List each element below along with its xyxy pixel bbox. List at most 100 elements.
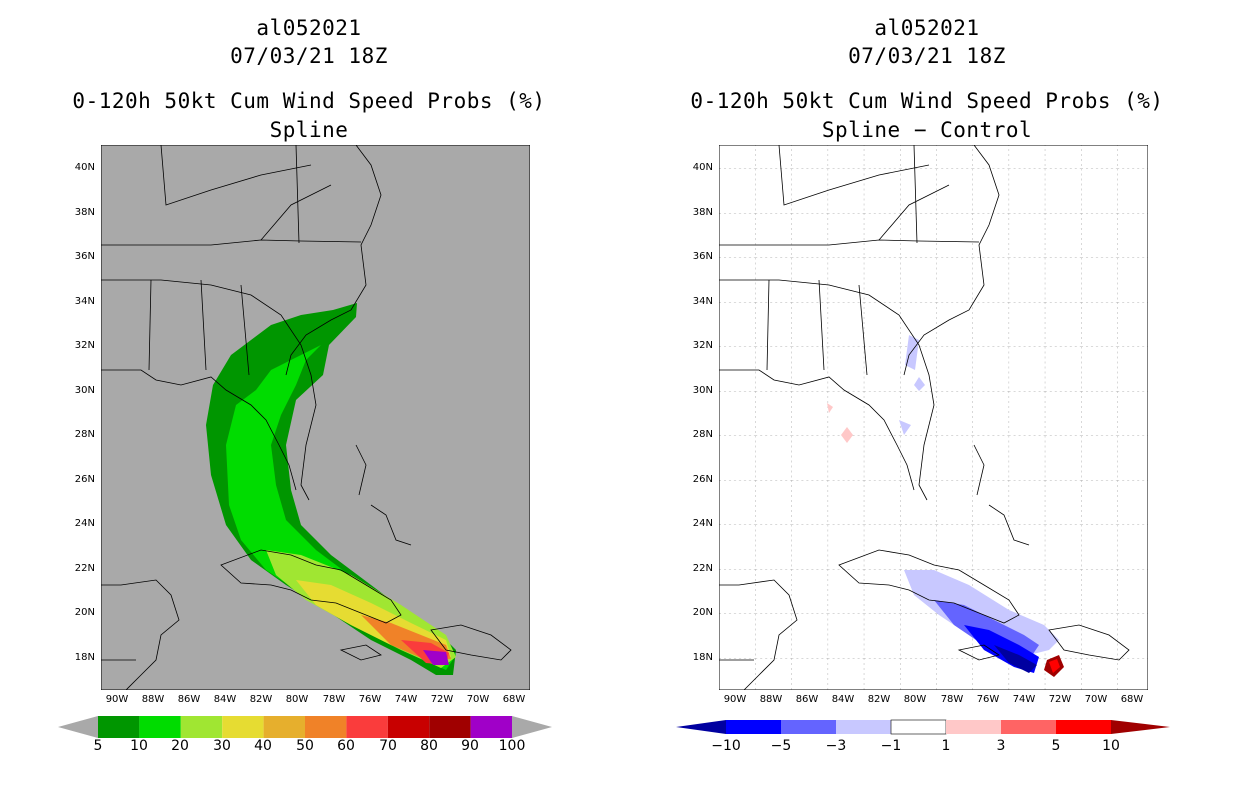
lon-label: 78W: [940, 694, 964, 705]
lon-label: 70W: [466, 694, 490, 705]
lat-label: 32N: [692, 340, 713, 351]
colorbar-swatch: [781, 720, 836, 734]
lat-label: 28N: [692, 429, 713, 440]
colorbar-label: 60: [337, 738, 355, 754]
colorbar-swatch: [139, 716, 181, 738]
panel-subtitle: Spline: [269, 118, 349, 142]
diff-pos1-small: [827, 403, 853, 443]
coastlines: [101, 145, 512, 690]
colorbar-label: 90: [461, 738, 479, 754]
colorbar-swatch: [305, 716, 347, 738]
colorbar-label: 40: [254, 738, 272, 754]
lon-label: 90W: [723, 694, 747, 705]
diff-neg1-small: [899, 335, 925, 435]
lat-label: 26N: [692, 474, 713, 485]
colorbar-swatch: [429, 716, 471, 738]
colorbar-label: 5: [1051, 738, 1061, 754]
panel-subtitle: Spline − Control: [821, 118, 1033, 142]
colorbar-label: 50: [296, 738, 314, 754]
colorbar-arrow-low: [676, 720, 726, 734]
colorbar: [676, 716, 1170, 738]
lon-label: 88W: [141, 694, 165, 705]
lon-label: 88W: [759, 694, 783, 705]
colorbar-swatch: [836, 720, 891, 734]
storm-id: al052021: [256, 16, 362, 40]
lat-label: 18N: [74, 652, 95, 663]
colorbar-label: 3: [996, 738, 1006, 754]
colorbar: [58, 716, 552, 738]
datetime: 07/03/21 18Z: [848, 44, 1006, 68]
lon-label: 86W: [177, 694, 201, 705]
colorbar-swatch: [726, 720, 781, 734]
datetime: 07/03/21 18Z: [230, 44, 388, 68]
prob-90-contour: [423, 650, 449, 665]
colorbar-swatch: [1001, 720, 1056, 734]
lat-label: 18N: [692, 652, 713, 663]
lat-label: 22N: [74, 563, 95, 574]
lat-label: 34N: [692, 296, 713, 307]
lon-label: 76W: [358, 694, 382, 705]
lat-label: 26N: [74, 474, 95, 485]
product-title: 0-120h 50kt Cum Wind Speed Probs (%): [690, 89, 1164, 113]
left-panel: al052021 07/03/21 18Z 0-120h 50kt Cum Wi…: [58, 16, 552, 754]
colorbar-arrow-low: [58, 716, 98, 738]
coastlines: [719, 145, 1130, 690]
colorbar-label: 1: [941, 738, 951, 754]
lon-label: 84W: [831, 694, 855, 705]
lon-label: 68W: [1120, 694, 1144, 705]
colorbar-label: −1: [880, 738, 902, 754]
colorbar-label: 20: [171, 738, 189, 754]
lon-label: 72W: [1048, 694, 1072, 705]
colorbar-label: 100: [498, 738, 526, 754]
probability-map: 40N 38N 36N 34N 32N 30N 28N 26N 24N 22N …: [75, 145, 530, 705]
lat-label: 30N: [74, 385, 95, 396]
colorbar-swatch: [98, 716, 140, 738]
product-title: 0-120h 50kt Cum Wind Speed Probs (%): [72, 89, 546, 113]
diff-neg10-contour: [994, 645, 1037, 673]
lon-label: 80W: [285, 694, 309, 705]
colorbar-swatch: [470, 716, 512, 738]
lat-label: 36N: [692, 251, 713, 262]
colorbar-label: −10: [711, 738, 741, 754]
colorbar-label: 10: [1102, 738, 1120, 754]
colorbar-swatch: [346, 716, 388, 738]
lat-label: 34N: [74, 296, 95, 307]
lat-label: 20N: [74, 607, 95, 618]
lon-label: 84W: [213, 694, 237, 705]
colorbar-swatch: [387, 716, 430, 738]
lon-label: 76W: [976, 694, 1000, 705]
lat-label: 22N: [692, 563, 713, 574]
colorbar-swatch: [180, 716, 223, 738]
colorbar-label: 80: [420, 738, 438, 754]
colorbar-swatch: [263, 716, 305, 738]
lat-label: 24N: [74, 518, 95, 529]
lat-label: 40N: [74, 162, 95, 173]
lat-label: 30N: [692, 385, 713, 396]
diff-pos5-contour: [1049, 659, 1060, 673]
lat-label: 40N: [692, 162, 713, 173]
lat-label: 32N: [74, 340, 95, 351]
lon-label: 70W: [1084, 694, 1108, 705]
storm-id: al052021: [874, 16, 980, 40]
colorbar-label: 30: [213, 738, 231, 754]
colorbar-label: −3: [825, 738, 847, 754]
lat-label: 24N: [692, 518, 713, 529]
lat-label: 38N: [692, 207, 713, 218]
lon-label: 68W: [502, 694, 526, 705]
lon-label: 74W: [394, 694, 418, 705]
colorbar-swatch: [222, 716, 264, 738]
lon-label: 80W: [903, 694, 927, 705]
colorbar-arrow-high: [1111, 720, 1170, 734]
lon-label: 78W: [322, 694, 346, 705]
colorbar-swatch: [1056, 720, 1111, 734]
difference-map: 40N 38N 36N 34N 32N 30N 28N 26N 24N 22N …: [693, 145, 1148, 705]
lon-label: 86W: [795, 694, 819, 705]
lon-label: 74W: [1012, 694, 1036, 705]
lon-label: 82W: [249, 694, 273, 705]
colorbar-label: 5: [93, 738, 103, 754]
colorbar-label: −5: [770, 738, 792, 754]
colorbar-swatch: [890, 719, 947, 735]
right-panel: al052021 07/03/21 18Z 0-120h 50kt Cum Wi…: [618, 0, 1236, 800]
lat-label: 28N: [74, 429, 95, 440]
colorbar-swatch: [946, 720, 1001, 734]
